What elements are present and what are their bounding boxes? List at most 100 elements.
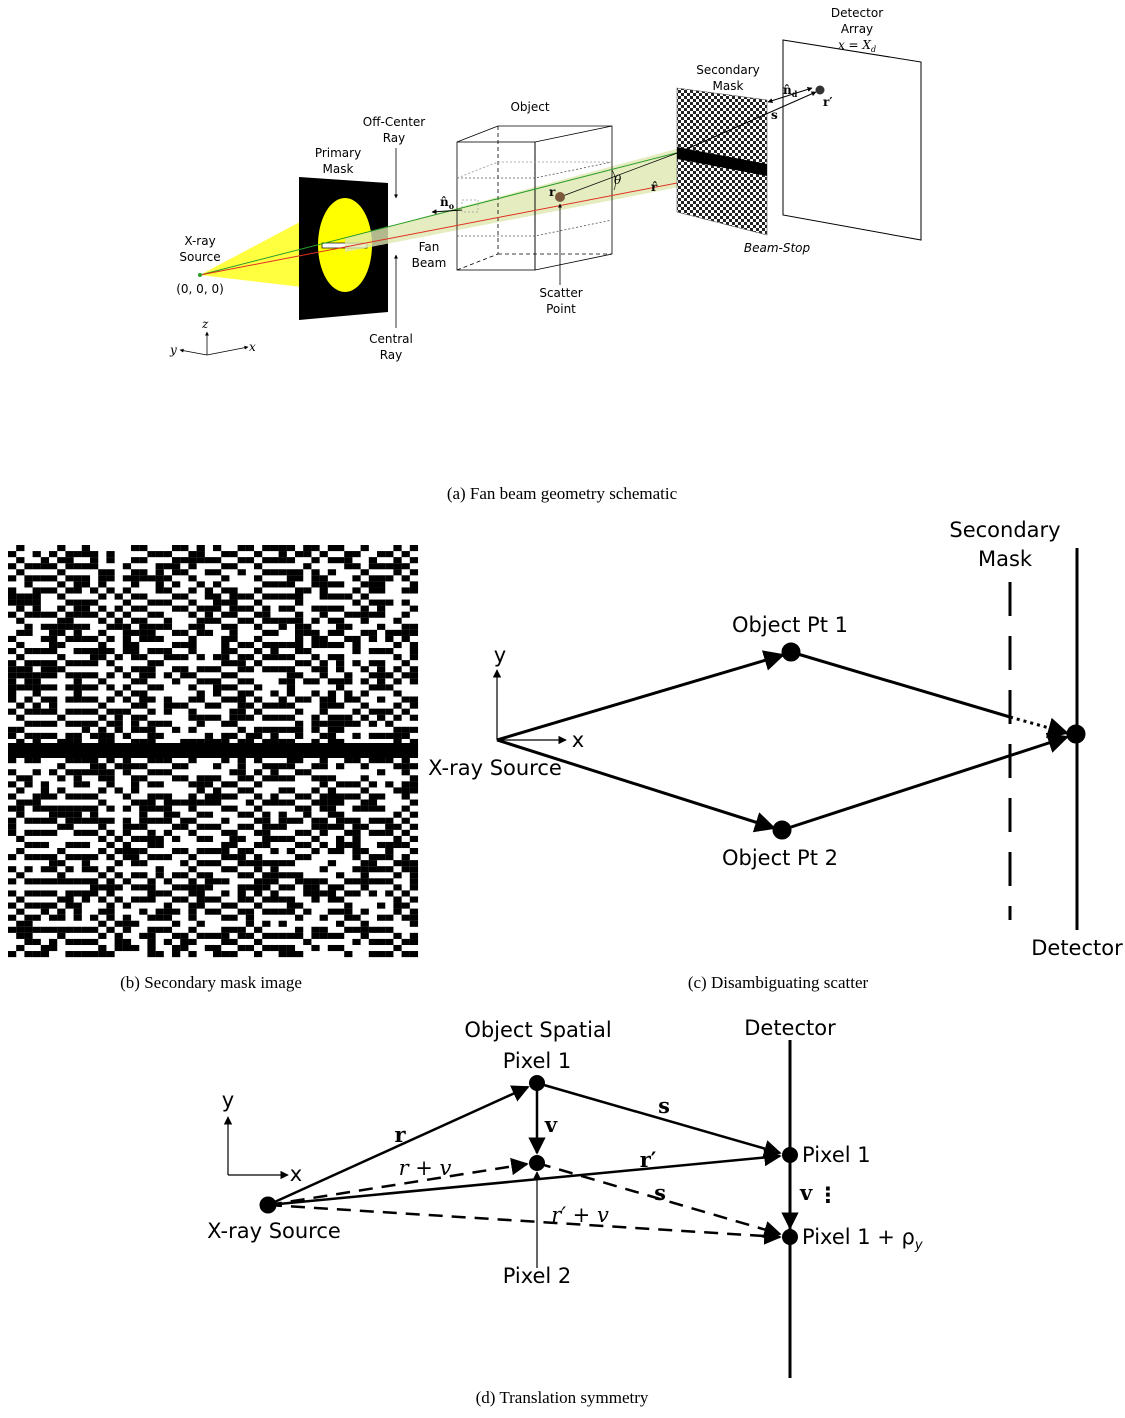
mask-cell bbox=[270, 545, 278, 551]
mask-cell bbox=[303, 890, 311, 896]
mask-cell bbox=[410, 569, 418, 575]
mask-cell bbox=[287, 763, 295, 769]
mask-cell bbox=[115, 715, 123, 721]
mask-cell bbox=[361, 927, 369, 933]
mask-cell bbox=[49, 642, 57, 648]
mask-cell bbox=[147, 612, 155, 618]
mask-cell bbox=[295, 612, 303, 618]
mask-cell bbox=[49, 612, 57, 618]
mask-cell bbox=[221, 806, 229, 812]
mask-cell bbox=[213, 654, 221, 660]
mask-cell bbox=[320, 878, 328, 884]
mask-cell bbox=[328, 787, 336, 793]
label: x bbox=[290, 1162, 302, 1186]
mask-cell bbox=[361, 545, 369, 551]
mask-cell bbox=[65, 824, 73, 830]
mask-cell bbox=[33, 915, 41, 921]
mask-cell bbox=[49, 703, 57, 709]
mask-cell bbox=[188, 781, 196, 787]
mask-cell bbox=[279, 715, 287, 721]
mask-cell bbox=[8, 563, 16, 569]
mask-cell bbox=[106, 781, 114, 787]
mask-cell bbox=[385, 818, 393, 824]
mask-cell bbox=[262, 775, 270, 781]
mask-cell bbox=[16, 606, 24, 612]
mask-cell bbox=[90, 927, 98, 933]
mask-cell bbox=[352, 709, 360, 715]
mask-cell bbox=[221, 878, 229, 884]
mask-cell bbox=[188, 587, 196, 593]
mask-cell bbox=[98, 606, 106, 612]
mask-cell bbox=[393, 842, 401, 848]
mask-cell bbox=[33, 806, 41, 812]
mask-cell bbox=[320, 866, 328, 872]
mask-cell bbox=[238, 896, 246, 902]
mask-cell bbox=[369, 660, 377, 666]
mask-cell bbox=[295, 587, 303, 593]
mask-cell bbox=[74, 951, 82, 957]
mask-cell bbox=[238, 642, 246, 648]
mask-cell bbox=[377, 842, 385, 848]
mask-cell bbox=[221, 939, 229, 945]
mask-cell bbox=[106, 830, 114, 836]
mask-cell bbox=[246, 642, 254, 648]
mask-cell bbox=[8, 830, 16, 836]
mask-cell bbox=[16, 927, 24, 933]
mask-cell bbox=[82, 727, 90, 733]
mask-cell bbox=[57, 715, 65, 721]
mask-cell bbox=[156, 684, 164, 690]
mask-cell bbox=[221, 781, 229, 787]
mask-cell bbox=[131, 545, 139, 551]
mask-cell bbox=[197, 903, 205, 909]
mask-cell bbox=[33, 684, 41, 690]
mask-cell bbox=[238, 666, 246, 672]
mask-cell bbox=[279, 896, 287, 902]
mask-cell bbox=[352, 642, 360, 648]
mask-cell bbox=[65, 551, 73, 557]
mask-cell bbox=[279, 654, 287, 660]
mask-cell bbox=[82, 672, 90, 678]
mask-cell bbox=[16, 848, 24, 854]
mask-cell bbox=[123, 945, 131, 951]
mask-cell bbox=[172, 896, 180, 902]
mask-cell bbox=[311, 666, 319, 672]
mask-cell bbox=[303, 854, 311, 860]
mask-cell bbox=[115, 884, 123, 890]
mask-cell bbox=[164, 703, 172, 709]
mask-cell bbox=[33, 593, 41, 599]
mask-cell bbox=[410, 872, 418, 878]
mask-cell bbox=[287, 557, 295, 563]
mask-cell bbox=[295, 933, 303, 939]
mask-cell bbox=[188, 672, 196, 678]
mask-cell bbox=[8, 806, 16, 812]
mask-cell bbox=[402, 624, 410, 630]
mask-cell bbox=[65, 660, 73, 666]
mask-cell bbox=[82, 860, 90, 866]
mask-cell bbox=[229, 939, 237, 945]
mask-cell bbox=[8, 757, 16, 763]
mask-cell bbox=[385, 684, 393, 690]
mask-cell bbox=[8, 915, 16, 921]
mask-cell bbox=[352, 866, 360, 872]
mask-cell bbox=[402, 763, 410, 769]
mask-cell bbox=[328, 890, 336, 896]
mask-cell bbox=[369, 927, 377, 933]
mask-cell bbox=[254, 697, 262, 703]
mask-cell bbox=[311, 606, 319, 612]
mask-cell bbox=[49, 630, 57, 636]
mask-cell bbox=[369, 818, 377, 824]
mask-cell bbox=[344, 781, 352, 787]
mask-cell bbox=[82, 951, 90, 957]
mask-cell bbox=[180, 569, 188, 575]
mask-cell bbox=[131, 872, 139, 878]
mask-cell bbox=[123, 600, 131, 606]
mask-cell bbox=[180, 606, 188, 612]
mask-cell bbox=[344, 672, 352, 678]
mask-cell bbox=[8, 854, 16, 860]
mask-cell bbox=[24, 624, 32, 630]
mask-cell bbox=[287, 727, 295, 733]
mask-cell bbox=[90, 763, 98, 769]
mask-cell bbox=[24, 854, 32, 860]
mask-cell bbox=[123, 563, 131, 569]
detection-point bbox=[816, 86, 825, 95]
